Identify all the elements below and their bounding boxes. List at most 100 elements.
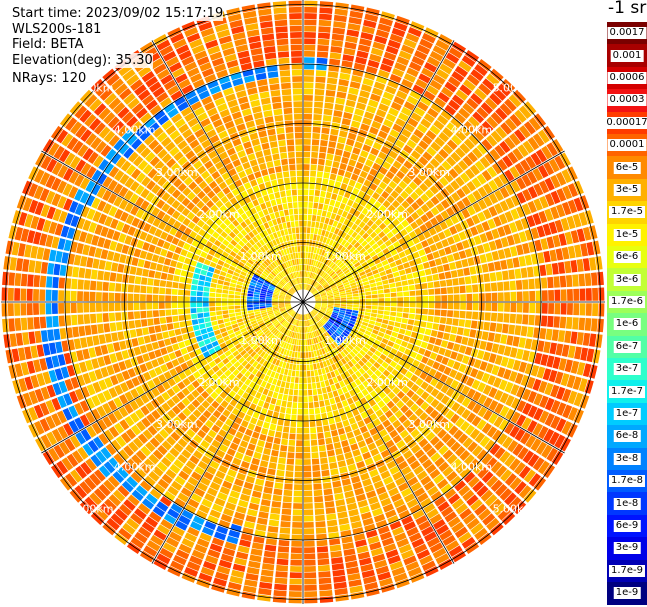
ppi-gate bbox=[211, 256, 219, 264]
ppi-gate bbox=[39, 418, 51, 432]
ppi-gate bbox=[354, 141, 363, 150]
ppi-gate bbox=[100, 226, 109, 237]
ppi-gate bbox=[179, 321, 186, 328]
ppi-gate bbox=[178, 543, 192, 554]
ppi-gate bbox=[261, 563, 275, 571]
ppi-gate bbox=[133, 285, 141, 293]
ppi-gate bbox=[265, 321, 272, 326]
ppi-gate bbox=[260, 407, 268, 415]
ppi-gate bbox=[197, 165, 207, 175]
ppi-gate bbox=[439, 280, 447, 287]
ppi-gate bbox=[272, 378, 278, 386]
ppi-gate bbox=[353, 62, 366, 71]
ppi-gate bbox=[450, 326, 458, 334]
ppi-gate bbox=[145, 402, 155, 412]
ppi-gate bbox=[349, 403, 357, 411]
ppi-gate bbox=[137, 258, 145, 268]
ppi-gate bbox=[303, 283, 305, 290]
ppi-gate bbox=[467, 237, 476, 247]
ppi-gate bbox=[282, 432, 289, 439]
ppi-gate bbox=[275, 331, 281, 338]
ppi-gate bbox=[468, 134, 480, 146]
ppi-gate bbox=[392, 175, 402, 185]
ppi-gate bbox=[303, 345, 306, 352]
ppi-gate bbox=[303, 264, 305, 271]
ppi-gate bbox=[161, 473, 173, 485]
ppi-gate bbox=[494, 447, 506, 460]
ppi-gate bbox=[285, 343, 290, 350]
ppi-gate bbox=[369, 168, 378, 177]
ppi-gate bbox=[212, 503, 224, 513]
ppi-gate bbox=[494, 144, 506, 157]
ppi-gate bbox=[325, 312, 332, 316]
ppi-gate bbox=[347, 132, 357, 141]
ppi-gate bbox=[335, 594, 349, 602]
ppi-gate bbox=[320, 406, 326, 414]
ppi-gate bbox=[71, 278, 78, 290]
ppi-gate bbox=[491, 162, 503, 175]
ppi-gate bbox=[338, 272, 345, 278]
ppi-gate bbox=[449, 334, 457, 342]
ppi-gate bbox=[296, 364, 300, 371]
ppi-gate bbox=[287, 316, 292, 322]
ppi-gate bbox=[332, 569, 346, 577]
ppi-gate bbox=[269, 285, 275, 290]
ppi-gate bbox=[165, 361, 174, 370]
ppi-gate bbox=[368, 279, 376, 284]
ppi-gate bbox=[294, 377, 299, 384]
ppi-gate bbox=[363, 575, 377, 585]
ppi-gate bbox=[247, 290, 254, 294]
ppi-gate bbox=[86, 208, 96, 220]
ppi-gate bbox=[216, 315, 223, 320]
ppi-gate bbox=[533, 198, 543, 211]
ppi-gate bbox=[273, 308, 280, 312]
ppi-gate bbox=[205, 276, 212, 282]
ppi-gate bbox=[225, 235, 233, 243]
ppi-gate bbox=[240, 533, 253, 542]
ppi-gate bbox=[51, 177, 62, 191]
ppi-gate bbox=[216, 288, 223, 294]
ppi-gate bbox=[354, 400, 363, 408]
ppi-gate bbox=[386, 273, 394, 279]
ppi-gate bbox=[439, 63, 453, 75]
ppi-gate bbox=[386, 365, 394, 373]
ppi-gate bbox=[112, 102, 126, 115]
ppi-gate bbox=[256, 281, 263, 287]
ppi-gate bbox=[173, 322, 180, 329]
ppi-gate bbox=[230, 320, 238, 325]
ppi-gate bbox=[446, 317, 453, 325]
ppi-gate bbox=[390, 348, 398, 355]
ppi-gate bbox=[400, 323, 407, 330]
ppi-gate bbox=[293, 484, 303, 491]
ppi-gate bbox=[310, 433, 317, 440]
ppi-gate bbox=[110, 374, 119, 386]
ppi-gate bbox=[319, 361, 324, 369]
ppi-gate bbox=[327, 337, 333, 344]
ppi-rays bbox=[1, 0, 605, 604]
ppi-gate bbox=[384, 185, 394, 195]
ppi-gate bbox=[504, 118, 517, 131]
ppi-gate bbox=[546, 355, 555, 368]
ppi-gate bbox=[113, 409, 124, 421]
ppi-gate bbox=[434, 456, 446, 468]
ppi-gate bbox=[267, 288, 274, 293]
ppi-gate bbox=[359, 327, 366, 333]
ppi-gate bbox=[260, 293, 267, 296]
ppi-gate bbox=[22, 332, 30, 345]
ppi-gate bbox=[503, 247, 512, 258]
ppi-gate bbox=[339, 466, 348, 474]
ppi-gate bbox=[327, 205, 334, 213]
ppi-gate bbox=[184, 566, 199, 578]
ppi-gate bbox=[461, 239, 470, 249]
ppi-gate bbox=[462, 437, 474, 449]
ppi-gate bbox=[420, 341, 428, 349]
ppi-gate bbox=[396, 56, 410, 66]
ppi-gate bbox=[92, 381, 102, 393]
ppi-gate bbox=[234, 478, 244, 487]
ppi-gate bbox=[171, 302, 178, 309]
ppi-gate bbox=[456, 200, 466, 211]
ppi-gate bbox=[215, 176, 224, 185]
ppi-gate bbox=[550, 190, 561, 204]
ppi-gate bbox=[576, 228, 586, 242]
ppi-gate bbox=[178, 470, 190, 481]
